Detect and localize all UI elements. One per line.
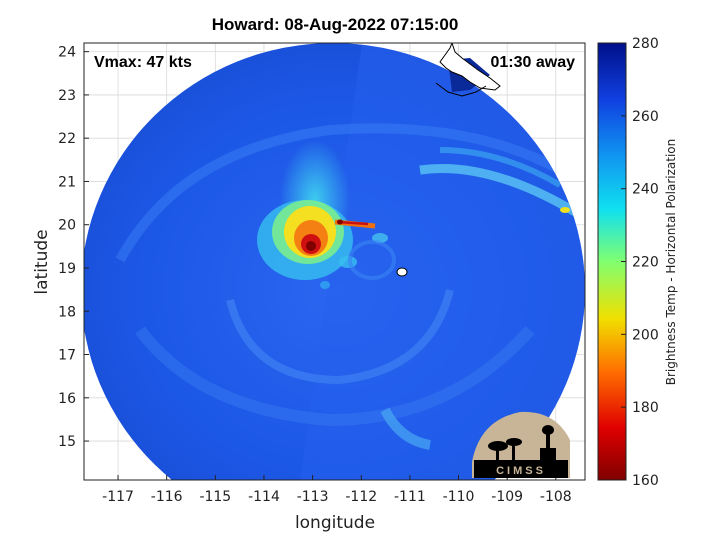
colorbar-ticks: 160 180 200 220 240 260 280 bbox=[621, 36, 659, 489]
y-axis-ticks: 15 16 17 18 19 20 21 22 23 24 bbox=[58, 45, 89, 450]
x-tick-label: -113 bbox=[297, 489, 329, 505]
x-tick-label: -114 bbox=[248, 489, 280, 505]
microwave-swath bbox=[84, 43, 585, 480]
cimss-logo: CIMSS bbox=[472, 411, 570, 478]
plot-frame bbox=[83, 42, 586, 481]
y-tick-label: 20 bbox=[58, 218, 76, 234]
y-tick-label: 21 bbox=[58, 174, 76, 190]
x-axis-ticks: -117 -116 -115 -114 -113 -112 -111 -110 -109 -108 bbox=[102, 475, 572, 505]
x-tick-label: -117 bbox=[102, 489, 134, 505]
x-tick-label: -116 bbox=[151, 489, 183, 505]
colorbar-tick-label: 180 bbox=[632, 400, 659, 416]
y-tick-label: 17 bbox=[58, 348, 76, 364]
y-tick-label: 23 bbox=[58, 88, 76, 104]
chart-title: Howard: 08-Aug-2022 07:15:00 bbox=[212, 15, 459, 34]
x-tick-label: -108 bbox=[540, 489, 572, 505]
colorbar-tick-label: 220 bbox=[632, 255, 659, 271]
colorbar-tick-label: 260 bbox=[632, 109, 659, 125]
y-tick-label: 16 bbox=[58, 391, 76, 407]
colorbar-tick-label: 240 bbox=[632, 182, 659, 198]
y-axis-label: latitude bbox=[32, 229, 52, 294]
y-tick-label: 19 bbox=[58, 261, 76, 277]
vmax-label: Vmax: 47 kts bbox=[94, 54, 192, 71]
x-tick-label: -112 bbox=[345, 489, 377, 505]
colorbar-tick-label: 200 bbox=[632, 327, 659, 343]
x-tick-label: -109 bbox=[491, 489, 523, 505]
colorbar-tick-label: 160 bbox=[632, 473, 659, 489]
logo-text: CIMSS bbox=[496, 465, 546, 477]
colorbar-tick-label: 280 bbox=[632, 36, 659, 52]
y-tick-label: 18 bbox=[58, 304, 76, 320]
colorbar-label: Brightness Temp - Horizontal Polarizatio… bbox=[664, 139, 678, 386]
y-tick-label: 22 bbox=[58, 131, 76, 147]
y-tick-label: 24 bbox=[58, 45, 76, 61]
y-tick-label: 15 bbox=[58, 434, 76, 450]
x-tick-label: -110 bbox=[443, 489, 475, 505]
x-axis-label: longitude bbox=[295, 513, 375, 533]
x-tick-label: -115 bbox=[199, 489, 231, 505]
time-away-label: 01:30 away bbox=[490, 54, 575, 71]
x-tick-label: -111 bbox=[394, 489, 426, 505]
